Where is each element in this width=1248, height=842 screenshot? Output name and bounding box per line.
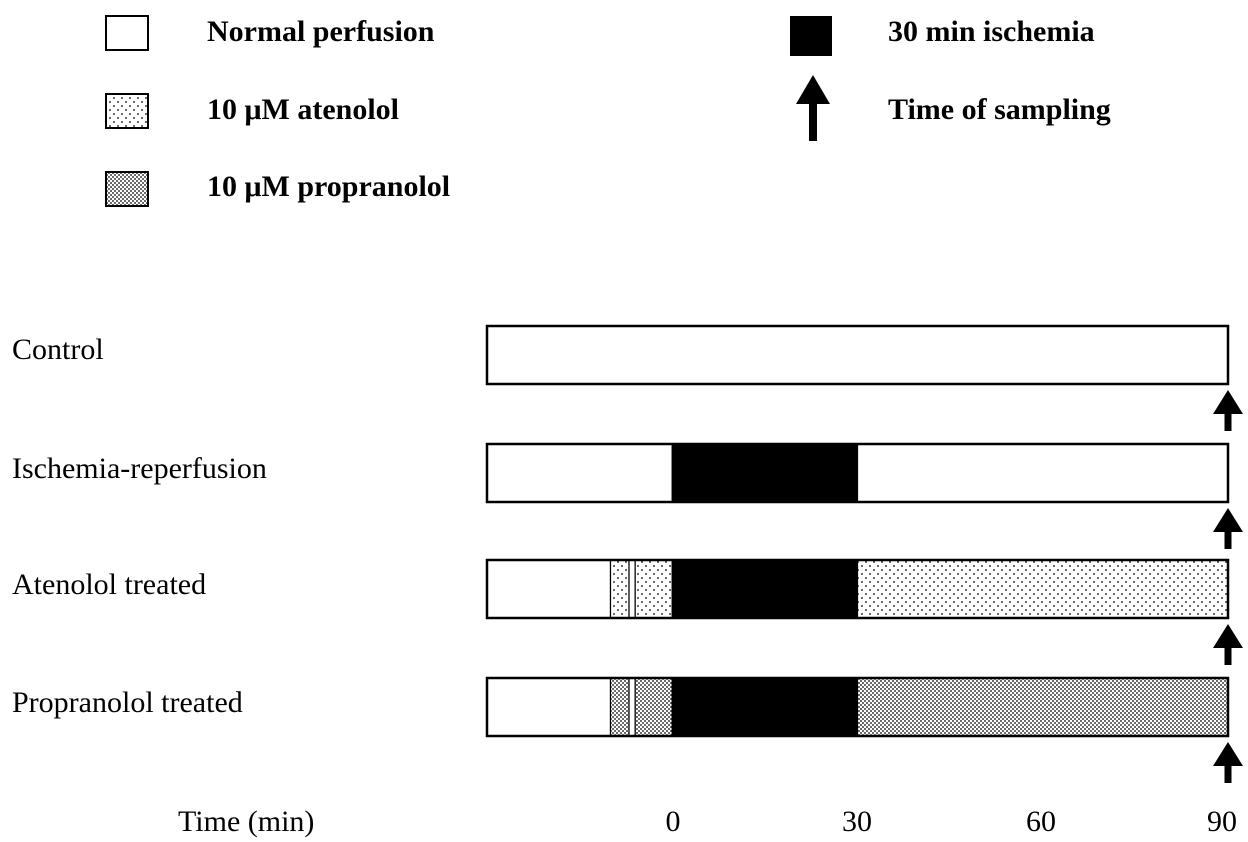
- row-label-ischemia-reperfusion: Ischemia-reperfusion: [12, 452, 267, 485]
- bar-segment-white: [628, 677, 636, 737]
- bar-segment-white: [628, 559, 636, 619]
- sampling-arrow-icon: [1213, 508, 1243, 549]
- bar-segment-white: [856, 443, 1229, 503]
- legend-label-ischemia: 30 min ischemia: [888, 15, 1095, 48]
- protocol-bar: [485, 676, 1230, 738]
- tick-label-30: 30: [842, 805, 872, 838]
- legend-swatch-sparse-dots: [105, 93, 149, 129]
- bar-segment-black: [671, 443, 859, 503]
- sampling-arrows: [1213, 390, 1243, 783]
- row-label-atenolol-treated: Atenolol treated: [12, 568, 207, 601]
- bar-segment-sparse-dots: [609, 559, 630, 619]
- legend-swatch-white: [105, 15, 149, 51]
- legend-label-propranolol: 10 μM propranolol: [207, 170, 451, 203]
- bar-outline: [485, 676, 1230, 738]
- bar-outline: [485, 442, 1230, 504]
- legend-arrow-icon: [796, 75, 830, 141]
- legend-swatches: [105, 15, 832, 207]
- protocol-bars: [485, 324, 1230, 738]
- bar-segment-dense-dots: [609, 677, 630, 737]
- legend-label-atenolol: 10 μM atenolol: [207, 93, 399, 126]
- bar-segment-black: [671, 559, 859, 619]
- legend-swatch-dense-dots: [105, 171, 149, 207]
- protocol-bar: [485, 558, 1230, 620]
- legend-swatch-black: [790, 16, 832, 56]
- row-label-propranolol-treated: Propranolol treated: [12, 686, 243, 719]
- tick-label-0: 0: [665, 805, 681, 838]
- bar-segment-white: [486, 325, 1229, 385]
- bar-outline: [485, 324, 1230, 386]
- tick-label-90: 90: [1207, 805, 1237, 838]
- legend-label-sampling: Time of sampling: [888, 93, 1111, 126]
- bar-outline: [485, 558, 1230, 620]
- bar-segment-sparse-dots: [856, 559, 1229, 619]
- axis-title: Time (min): [178, 805, 315, 838]
- sampling-arrow-icon: [1213, 742, 1243, 783]
- bar-segment-white: [486, 443, 673, 503]
- bar-segment-white: [486, 677, 612, 737]
- sampling-arrow-icon: [1213, 624, 1243, 665]
- bar-segment-sparse-dots: [634, 559, 673, 619]
- legend-label-normal-perfusion: Normal perfusion: [207, 15, 435, 48]
- protocol-bar: [485, 442, 1230, 504]
- bar-segment-dense-dots: [856, 677, 1229, 737]
- row-label-control: Control: [12, 333, 104, 366]
- bar-segment-black: [671, 677, 859, 737]
- sampling-arrow-icon: [1213, 390, 1243, 431]
- tick-label-60: 60: [1026, 805, 1056, 838]
- protocol-bar: [485, 324, 1230, 386]
- bar-segment-dense-dots: [634, 677, 673, 737]
- bar-segment-white: [486, 559, 612, 619]
